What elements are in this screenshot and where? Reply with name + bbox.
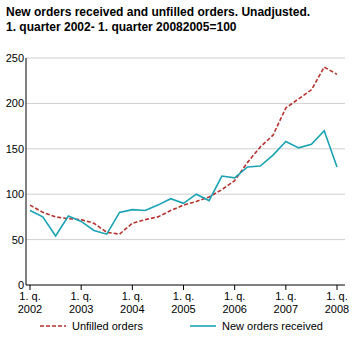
grid-line xyxy=(26,148,345,149)
y-tick-label: 200 xyxy=(6,97,24,109)
x-tick-label: 1. q.2005 xyxy=(171,290,195,315)
title: New orders received and unfilled orders.… xyxy=(6,5,310,19)
y-tick-label: 250 xyxy=(6,52,24,64)
x-tick-label: 1. q.2004 xyxy=(120,290,144,315)
x-tick-label: 1. q.2007 xyxy=(274,290,298,315)
x-tick-label: 1. q.2008 xyxy=(325,290,349,315)
y-tick-label: 50 xyxy=(12,234,24,246)
chart: New orders received and unfilled orders.… xyxy=(0,0,357,343)
plot-area xyxy=(30,67,337,236)
grid-line xyxy=(26,239,345,240)
x-tick-label: 1. q.2002 xyxy=(18,290,42,315)
grid-line xyxy=(26,58,345,59)
legend-swatch xyxy=(190,325,216,327)
subtitle: 1. quarter 2002- 1. quarter 20082005=100 xyxy=(6,20,237,34)
series-line xyxy=(30,131,337,236)
y-tick-label: 100 xyxy=(6,188,24,200)
x-tick-label: 1. q.2003 xyxy=(69,290,93,315)
x-axis xyxy=(26,285,345,286)
y-tick-label: 150 xyxy=(6,143,24,155)
series-line xyxy=(30,67,337,234)
y-axis xyxy=(26,58,27,285)
grid-line xyxy=(26,194,345,195)
x-tick-label: 1. q.2006 xyxy=(222,290,246,315)
legend-label: Unfilled orders xyxy=(72,320,143,332)
legend-swatch xyxy=(40,325,66,327)
grid-line xyxy=(26,103,345,104)
legend-label: New orders received xyxy=(222,320,323,332)
